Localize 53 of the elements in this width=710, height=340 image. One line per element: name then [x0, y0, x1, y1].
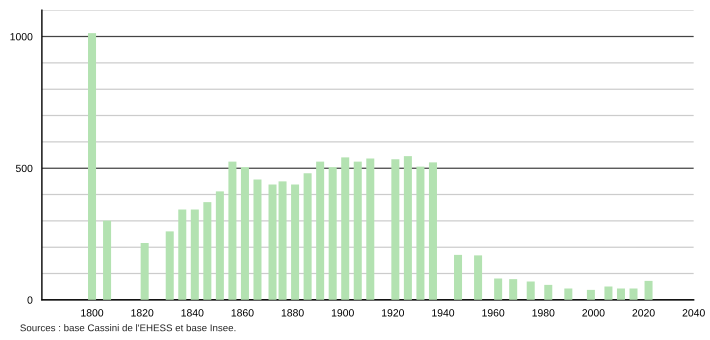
x-tick-label: 1900 [332, 309, 354, 317]
bar [629, 288, 638, 300]
x-tick-label: 2020 [632, 309, 655, 317]
bar [178, 210, 186, 300]
x-tick-label: 1800 [81, 309, 104, 317]
bar [341, 157, 350, 300]
bar [416, 166, 424, 300]
bar [616, 288, 625, 300]
bar [88, 33, 96, 300]
x-tick-label: 2000 [582, 309, 605, 317]
bar [140, 242, 149, 300]
bar [304, 173, 312, 300]
bar [586, 290, 595, 300]
bar [509, 279, 518, 300]
y-tick-label: 0 [27, 296, 32, 304]
bar [428, 162, 437, 300]
bar [240, 167, 249, 300]
bar [404, 156, 412, 300]
bar [216, 191, 224, 300]
bar [103, 220, 112, 300]
y-tick-label: 500 [16, 164, 32, 172]
bar [190, 210, 199, 300]
bar [366, 158, 374, 300]
bar [228, 162, 236, 300]
x-tick-label: 1940 [432, 309, 454, 317]
x-tick-label: 1880 [282, 309, 304, 317]
bar [354, 162, 362, 300]
bar [253, 180, 262, 300]
bar [526, 281, 535, 300]
bar [268, 184, 277, 300]
x-tick-label: 1860 [232, 309, 254, 317]
source-note: Sources : base Cassini de l'EHESS et base Insee. [20, 324, 236, 332]
y-tick-label: 1000 [10, 33, 32, 40]
bar [564, 288, 572, 300]
bar [544, 284, 552, 300]
bar [454, 254, 462, 300]
x-tick-label: 1960 [482, 309, 504, 317]
bar [278, 181, 287, 300]
bar [474, 255, 482, 300]
bar [391, 159, 400, 300]
bar [166, 231, 174, 300]
bar [291, 184, 300, 300]
x-tick-label: 1840 [182, 309, 204, 317]
bar [494, 278, 502, 300]
x-tick-label: 1980 [532, 309, 554, 317]
bar [328, 167, 337, 300]
bar [203, 202, 212, 300]
bar [604, 286, 612, 300]
x-tick-label: 2040 [682, 309, 705, 317]
x-tick-label: 1920 [382, 309, 404, 317]
x-tick-label: 1820 [131, 309, 154, 317]
bar [316, 162, 324, 300]
bar [644, 280, 653, 300]
